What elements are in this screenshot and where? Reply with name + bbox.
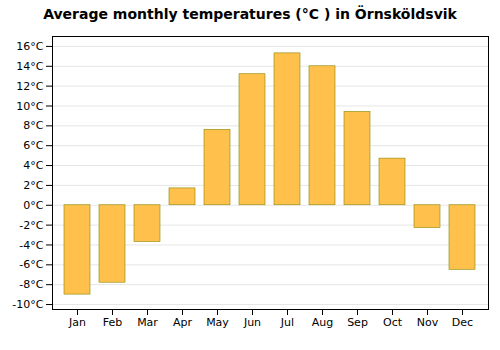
svg-text:Aug: Aug (312, 316, 333, 329)
svg-text:-10°C: -10°C (12, 298, 43, 311)
svg-text:Jun: Jun (243, 316, 261, 329)
svg-text:8°C: 8°C (23, 119, 43, 132)
svg-text:-2°C: -2°C (19, 219, 43, 232)
svg-text:Apr: Apr (173, 316, 193, 329)
svg-text:2°C: 2°C (23, 179, 43, 192)
svg-text:-8°C: -8°C (19, 278, 43, 291)
svg-text:6°C: 6°C (23, 139, 43, 152)
svg-text:4°C: 4°C (23, 159, 43, 172)
svg-text:-6°C: -6°C (19, 258, 43, 271)
svg-text:Dec: Dec (452, 316, 473, 329)
svg-text:Oct: Oct (383, 316, 403, 329)
svg-text:Jul: Jul (280, 316, 294, 329)
svg-text:Mar: Mar (137, 316, 158, 329)
svg-text:May: May (206, 316, 229, 329)
svg-text:-4°C: -4°C (19, 238, 43, 251)
svg-text:14°C: 14°C (16, 60, 43, 73)
svg-text:Sep: Sep (347, 316, 368, 329)
svg-text:Nov: Nov (417, 316, 439, 329)
svg-text:0°C: 0°C (23, 199, 43, 212)
html-text:Average monthly temperatures (: Average monthly temperatures (°C ) in Ör… (43, 6, 457, 22)
svg-text:16°C: 16°C (16, 40, 43, 53)
svg-text:Jan: Jan (68, 316, 86, 329)
svg-text:Feb: Feb (103, 316, 122, 329)
svg-text:12°C: 12°C (16, 80, 43, 93)
svg-text:10°C: 10°C (16, 100, 43, 113)
